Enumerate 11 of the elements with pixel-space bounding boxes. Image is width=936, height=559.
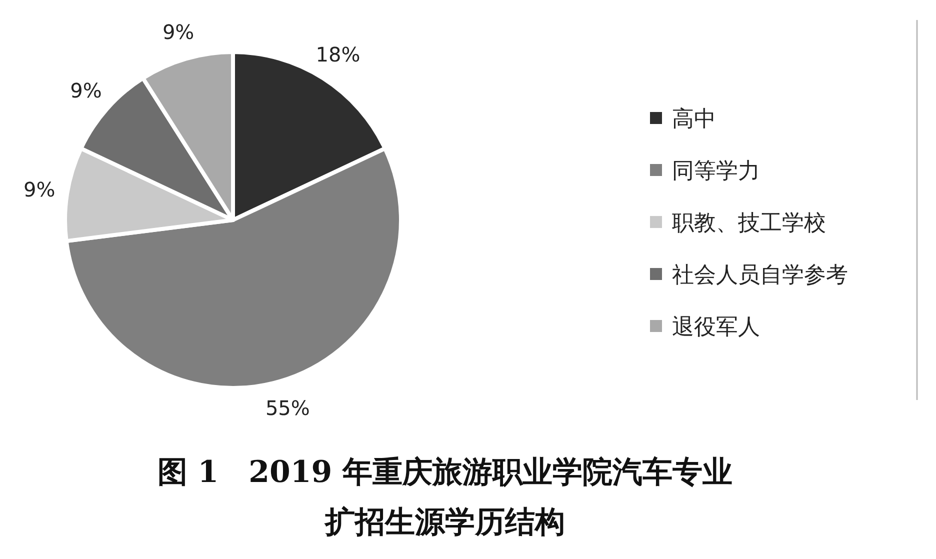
legend-label: 高中 bbox=[672, 107, 716, 132]
text: 图 1 2019 年重庆旅游职业学院汽车专业扩招生源学历结构 bbox=[157, 455, 733, 540]
legend-label: 职教、技工学校 bbox=[672, 211, 826, 236]
legend-label: 社会人员自学参考 bbox=[672, 263, 848, 288]
data-label: 55% bbox=[265, 396, 310, 420]
data-label: 9% bbox=[162, 20, 194, 44]
legend-label: 同等学力 bbox=[672, 159, 760, 184]
data-label: 9% bbox=[70, 78, 102, 102]
data-label: 18% bbox=[316, 42, 360, 67]
legend-label: 退役军人 bbox=[672, 315, 760, 340]
data-label: 9% bbox=[24, 177, 56, 202]
